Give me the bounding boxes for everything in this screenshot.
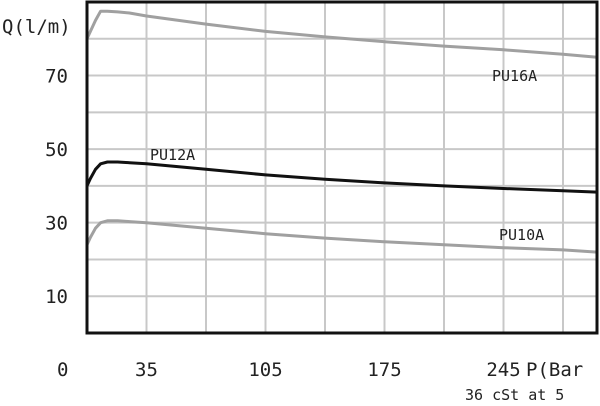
x-axis-title: P(Bar xyxy=(526,359,583,381)
y-tick-label: 10 xyxy=(45,286,68,308)
series-label-pu10a: PU10A xyxy=(499,226,544,244)
series-line-pu16a xyxy=(85,9,598,59)
series-label-pu12a: PU12A xyxy=(150,146,195,164)
series-line-pu10a xyxy=(85,219,598,254)
series-label-pu16a: PU16A xyxy=(492,67,537,85)
y-axis-title: Q(l/m) xyxy=(2,16,71,38)
x-origin-label: 0 xyxy=(57,359,68,381)
y-tick-label: 70 xyxy=(45,66,68,88)
series-line-pu12a xyxy=(85,160,598,194)
x-tick-label: 175 xyxy=(367,359,401,381)
x-tick-label: 245 xyxy=(486,359,520,381)
y-tick-labels: 10 30 50 70 xyxy=(45,66,68,309)
series-lines xyxy=(85,9,598,254)
x-tick-label: 105 xyxy=(248,359,282,381)
y-tick-label: 50 xyxy=(45,139,68,161)
grid-lines xyxy=(87,2,597,333)
footnote: 36 cSt at 5 xyxy=(465,386,564,404)
x-tick-label: 35 xyxy=(135,359,158,381)
x-tick-labels: 35 105 175 245 xyxy=(135,359,521,381)
y-tick-label: 30 xyxy=(45,213,68,235)
plot-frame xyxy=(85,0,599,335)
